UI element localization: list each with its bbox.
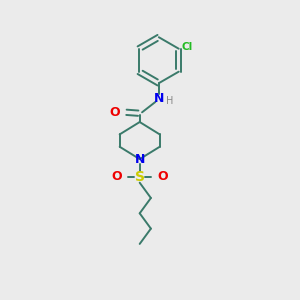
Text: N: N — [154, 92, 164, 105]
Text: O: O — [111, 170, 122, 183]
Text: O: O — [109, 106, 120, 119]
Text: Cl: Cl — [181, 42, 192, 52]
Text: N: N — [134, 153, 145, 166]
Text: O: O — [158, 170, 168, 183]
Text: S: S — [135, 170, 145, 184]
Text: H: H — [166, 96, 174, 106]
